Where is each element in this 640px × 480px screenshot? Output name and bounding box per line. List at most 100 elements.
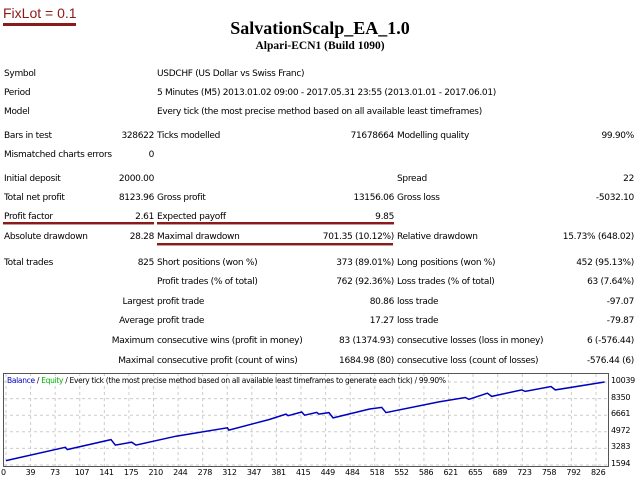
- mcl-text: 6 (-576.44): [586, 336, 634, 346]
- legend-balance: Balance: [7, 376, 35, 385]
- mclo-label-text: consecutive loss (count of losses): [397, 356, 539, 366]
- ticks-label-text: Ticks modelled: [157, 131, 221, 141]
- netprofit-label-text: Total net profit: [4, 193, 65, 203]
- spread-text: 22: [623, 174, 634, 184]
- legend-equity: Equity: [41, 376, 64, 385]
- x-tick-label: 792: [566, 468, 581, 477]
- y-tick-label: 3283: [611, 442, 631, 452]
- mcp-label-text: consecutive profit (count of wins): [157, 356, 298, 366]
- x-tick-label: 175: [123, 468, 139, 477]
- x-tick-label: 73: [50, 468, 60, 477]
- mismatch-label-text: Mismatched charts errors: [4, 150, 112, 160]
- netprofit-text: 8123.96: [118, 193, 154, 203]
- drawdown-underline: [157, 243, 393, 246]
- lpt-label-text: profit trade: [157, 297, 205, 307]
- lpt-text: 80.86: [369, 297, 395, 307]
- payoff-label-text: Expected payoff: [157, 212, 226, 222]
- x-tick-label: 0: [1, 468, 6, 477]
- quality-text: 99.90%: [601, 131, 634, 141]
- bars-text: 328622: [121, 131, 154, 141]
- ltrades-label-text: Loss trades (% of total): [397, 277, 495, 287]
- mclo-text: -576.44 (6): [586, 356, 634, 366]
- y-tick-label: 1594: [611, 459, 631, 468]
- x-tick-label: 210: [148, 468, 164, 477]
- largest-label-text: Largest: [122, 297, 155, 307]
- symbol-label-text: Symbol: [4, 69, 36, 79]
- x-tick-label: 552: [394, 468, 409, 477]
- x-tick-label: 518: [369, 468, 385, 477]
- symbol-text: USDCHF (US Dollar vs Swiss Franc): [157, 69, 305, 79]
- long-label-text: Long positions (won %): [397, 258, 496, 268]
- x-tick-label: 655: [468, 468, 483, 477]
- trades-text: 825: [137, 258, 155, 268]
- mcl-label-text: consecutive losses (loss in money): [397, 336, 544, 346]
- period-text: 5 Minutes (M5) 2013.01.02 09:00 - 2017.0…: [157, 88, 496, 98]
- llt-label-text: loss trade: [397, 297, 439, 307]
- apt-text: 17.27: [369, 316, 395, 326]
- pf-label-text: Profit factor: [4, 212, 53, 222]
- average-label-text: Average: [119, 316, 154, 326]
- x-tick-label: 689: [492, 468, 508, 477]
- x-tick-label: 278: [197, 468, 213, 477]
- pf-text: 2.61: [135, 212, 154, 222]
- x-tick-label: 244: [173, 468, 188, 477]
- maxdd-label-text: Maximal drawdown: [157, 232, 240, 242]
- mismatch-text: 0: [148, 150, 155, 160]
- grossprofit-text: 13156.06: [353, 193, 394, 203]
- payoff-text: 9.85: [375, 212, 394, 222]
- reldd-label-text: Relative drawdown: [397, 232, 478, 242]
- x-tick-label: 449: [320, 468, 336, 477]
- alt-text: -79.87: [606, 316, 635, 326]
- x-tick-label: 415: [296, 468, 311, 477]
- report-title: SalvationScalp_EA_1.0: [230, 18, 410, 38]
- x-tick-label: 723: [517, 468, 532, 477]
- ltrades-text: 63 (7.64%): [587, 277, 634, 287]
- y-tick-label: 6661: [611, 409, 631, 419]
- mcw-text: 83 (1374.93): [339, 336, 394, 346]
- short-text: 373 (89.01%): [336, 258, 394, 268]
- model-text: Every tick (the most precise method base…: [157, 107, 482, 117]
- grossloss-text: -5032.10: [595, 193, 634, 203]
- payoff-underline: [157, 222, 394, 225]
- ticks-text: 71678664: [350, 131, 395, 141]
- model-label-text: Model: [4, 107, 30, 117]
- reldd-text: 15.73% (648.02): [562, 232, 635, 242]
- x-tick-label: 484: [345, 468, 360, 477]
- x-tick-label: 312: [222, 468, 237, 477]
- x-tick-label: 141: [99, 468, 114, 477]
- x-tick-label: 381: [271, 468, 286, 477]
- fixlot-annotation: FixLot = 0.1: [3, 5, 77, 26]
- x-tick-label: 107: [74, 468, 90, 477]
- short-label-text: Short positions (won %): [157, 258, 258, 268]
- bars-label-text: Bars in test: [4, 131, 52, 141]
- legend-description: / Every tick (the most precise method ba…: [63, 376, 446, 385]
- deposit-text: 2000.00: [118, 174, 154, 184]
- alt-label-text: loss trade: [397, 316, 439, 326]
- ptrades-text: 762 (92.36%): [336, 277, 394, 287]
- grossloss-label-text: Gross loss: [397, 193, 440, 203]
- mcw-label-text: consecutive wins (profit in money): [157, 336, 303, 346]
- x-tick-label: 586: [418, 468, 434, 477]
- x-tick-label: 758: [541, 468, 557, 477]
- x-tick-label: 621: [443, 468, 459, 477]
- legend-separator: /: [34, 376, 42, 385]
- x-tick-label: 347: [246, 468, 262, 477]
- y-tick-label: 8350: [611, 392, 631, 402]
- ptrades-label-text: Profit trades (% of total): [157, 277, 258, 287]
- mcp-text: 1684.98 (80): [339, 356, 394, 366]
- x-tick-label: 826: [591, 468, 606, 477]
- llt-text: -97.07: [606, 297, 635, 307]
- spread-label-text: Spread: [397, 174, 427, 184]
- absdd-text: 28.28: [129, 232, 155, 242]
- apt-label-text: profit trade: [157, 316, 205, 326]
- chart-legend: Balance / Equity / Every tick (the most …: [7, 376, 446, 385]
- maximum-label-text: Maximum: [111, 336, 155, 346]
- quality-label-text: Modelling quality: [397, 131, 469, 141]
- x-tick-label: 39: [25, 468, 36, 477]
- profit-factor-underline: [3, 222, 154, 225]
- y-tick-label: 4972: [611, 425, 631, 435]
- maxdd-text: 701.35 (10.12%): [322, 232, 395, 242]
- period-label-text: Period: [4, 88, 31, 98]
- chart-plot: [4, 374, 608, 466]
- balance-line: [5, 381, 605, 462]
